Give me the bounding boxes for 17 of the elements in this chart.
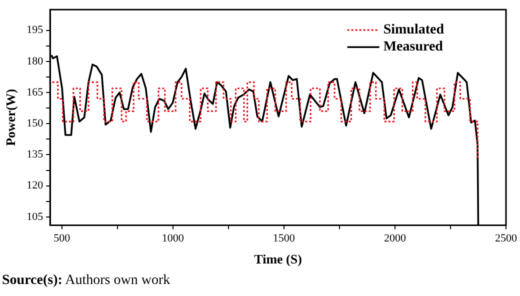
y-tick-label: 165 (26, 86, 44, 98)
y-tick-label: 105 (26, 210, 44, 223)
x-tick-label: 2000 (384, 232, 406, 245)
y-tick-label: 180 (26, 55, 44, 68)
x-tick-label: 1000 (162, 232, 184, 245)
x-tick-label: 2500 (495, 232, 518, 245)
y-tick-label: 135 (26, 148, 44, 161)
y-tick-label: 195 (26, 24, 44, 36)
y-axis-title: Power(W) (3, 88, 18, 146)
x-tick-label: 500 (54, 232, 71, 245)
x-tick-label: 1500 (272, 232, 296, 245)
source-note: Source(s): Authors own work (2, 273, 170, 288)
y-tick-label: 150 (26, 118, 44, 130)
legend-label: Measured (383, 40, 444, 55)
x-axis-title: Time (S) (254, 252, 302, 267)
y-tick-label: 120 (26, 180, 44, 192)
legend-label: Simulated (383, 22, 444, 38)
